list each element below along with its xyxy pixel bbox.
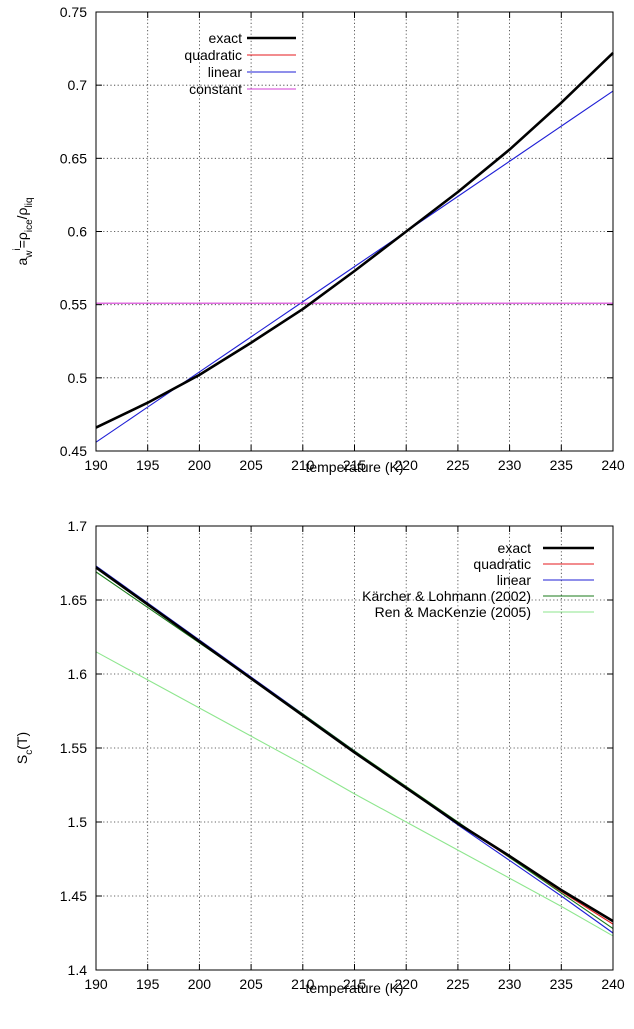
series-group bbox=[95, 52, 614, 443]
y-tick-label: 1.45 bbox=[60, 888, 87, 904]
x-tick-label: 225 bbox=[446, 976, 470, 992]
y-tick-label: 0.5 bbox=[68, 370, 88, 386]
x-tick-label: 240 bbox=[601, 457, 625, 473]
x-axis-label: temperature (K) bbox=[305, 459, 403, 475]
x-axis-label: temperature (K) bbox=[305, 980, 403, 996]
x-tick-label: 200 bbox=[188, 457, 212, 473]
x-tick-label: 220 bbox=[395, 457, 419, 473]
x-tick-label: 230 bbox=[498, 976, 522, 992]
x-tick-label: 230 bbox=[498, 457, 522, 473]
legend-label: constant bbox=[189, 81, 242, 97]
x-tick-label: 210 bbox=[291, 976, 315, 992]
chart-1: 190 195 200 205 210 215 220 225 230 235 240 0.45 0.5… bbox=[12, 4, 625, 475]
series-line-ren-mackenzie-2005- bbox=[95, 651, 614, 937]
y-tick-label: 0.7 bbox=[68, 77, 88, 93]
y-tick-label: 1.6 bbox=[68, 666, 88, 682]
x-tick-label: 205 bbox=[239, 976, 263, 992]
y-tick-label: 0.75 bbox=[60, 4, 87, 20]
x-tick-label: 205 bbox=[239, 457, 263, 473]
x-tick-label: 220 bbox=[395, 976, 419, 992]
y-tick-label: 1.4 bbox=[68, 962, 88, 978]
y-tick-label: 1.65 bbox=[60, 592, 87, 608]
y-tick-label: 1.55 bbox=[60, 740, 87, 756]
x-tick-label: 235 bbox=[550, 457, 574, 473]
legend-label: exact bbox=[209, 30, 243, 46]
legend-label: linear bbox=[497, 572, 532, 588]
x-tick-label: 190 bbox=[84, 457, 108, 473]
series-group bbox=[95, 565, 614, 937]
ticks bbox=[95, 11, 614, 452]
legend-label: Kärcher & Lohmann (2002) bbox=[362, 588, 531, 604]
legend-label: quadratic bbox=[473, 556, 531, 572]
x-tick-label: 195 bbox=[136, 457, 160, 473]
x-tick-label: 195 bbox=[136, 976, 160, 992]
x-tick-label: 215 bbox=[343, 457, 367, 473]
chart-2: 190 195 200 205 210 215 220 225 230 235 240 1.4 1.45… bbox=[14, 518, 625, 996]
legend-label: quadratic bbox=[184, 47, 242, 63]
y-tick-label: 0.55 bbox=[60, 297, 87, 313]
legend-label: exact bbox=[498, 540, 532, 556]
x-tick-label: 190 bbox=[84, 976, 108, 992]
y-axis-label: Sc(T) bbox=[14, 732, 35, 764]
x-tick-label: 210 bbox=[291, 457, 315, 473]
y-tick-label: 0.45 bbox=[60, 443, 87, 459]
y-tick-label: 1.7 bbox=[68, 518, 88, 534]
series-line-exact bbox=[95, 52, 614, 429]
legend-label: linear bbox=[208, 64, 243, 80]
ticks bbox=[95, 525, 614, 971]
x-tick-label: 240 bbox=[601, 976, 625, 992]
x-tick-label: 235 bbox=[550, 976, 574, 992]
grid bbox=[96, 526, 613, 970]
x-tick-label: 215 bbox=[343, 976, 367, 992]
y-tick-label: 0.6 bbox=[68, 224, 88, 240]
series-line-quadratic bbox=[95, 52, 614, 429]
series-line-exact bbox=[95, 566, 614, 923]
legend-label: Ren & MacKenzie (2005) bbox=[375, 604, 531, 620]
grid bbox=[96, 12, 613, 451]
y-tick-label: 1.5 bbox=[68, 814, 88, 830]
y-axis-label: awi=ρice/ρliq bbox=[12, 197, 35, 265]
y-tick-label: 0.65 bbox=[60, 150, 87, 166]
x-tick-label: 225 bbox=[446, 457, 470, 473]
x-tick-label: 200 bbox=[188, 976, 212, 992]
